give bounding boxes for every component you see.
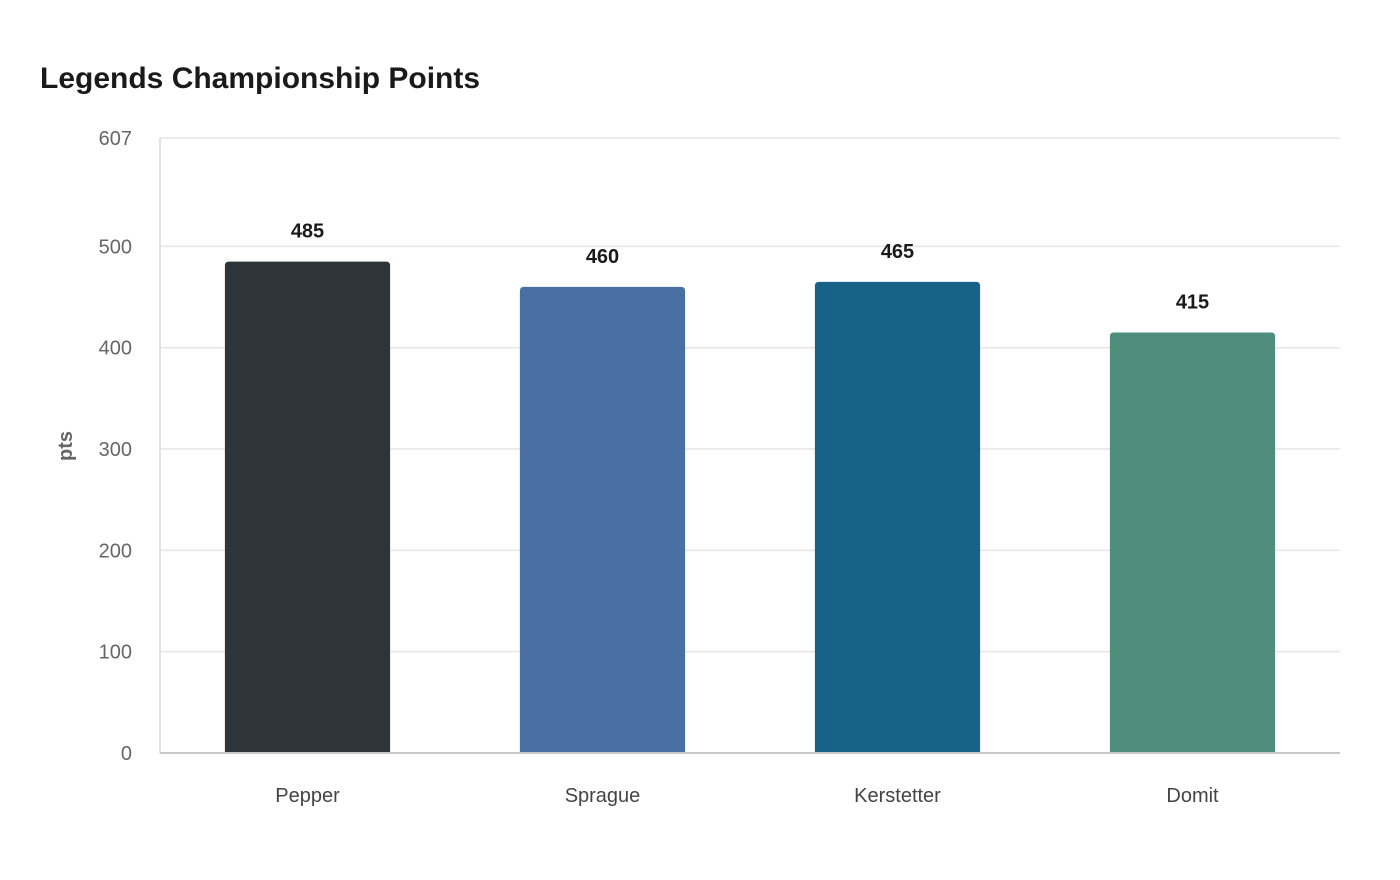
x-label-sprague: Sprague xyxy=(565,785,641,807)
bars xyxy=(224,261,1276,753)
x-label-pepper: Pepper xyxy=(275,785,340,807)
value-label-domit: 415 xyxy=(1176,292,1209,314)
value-label-sprague: 460 xyxy=(586,246,619,268)
bar-domit xyxy=(1109,332,1276,753)
y-tick-label: 300 xyxy=(99,439,132,461)
y-axis-ticks: 0 100 200 300 400 500 607 xyxy=(99,128,132,765)
x-axis-labels: Pepper Sprague Kerstetter Domit xyxy=(275,785,1219,807)
value-label-pepper: 485 xyxy=(291,221,324,243)
y-tick-label: 500 xyxy=(99,236,132,258)
bar-kerstetter xyxy=(814,281,981,753)
chart-title: Legends Championship Points xyxy=(40,62,481,95)
y-tick-label: 100 xyxy=(99,642,132,664)
y-axis-title: pts xyxy=(55,431,77,461)
bar-pepper xyxy=(224,261,391,753)
bar-sprague xyxy=(519,286,686,753)
value-labels: 485 460 465 415 xyxy=(291,221,1209,314)
x-label-kerstetter: Kerstetter xyxy=(854,785,941,807)
x-label-domit: Domit xyxy=(1166,785,1219,807)
y-tick-label: 607 xyxy=(99,128,132,150)
y-tick-label: 200 xyxy=(99,540,132,562)
y-tick-label: 400 xyxy=(99,338,132,360)
y-tick-label: 0 xyxy=(121,743,132,765)
value-label-kerstetter: 465 xyxy=(881,241,914,263)
